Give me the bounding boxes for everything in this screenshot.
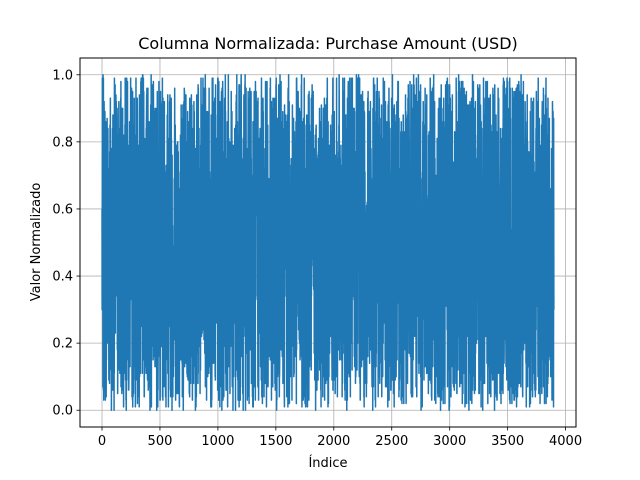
x-axis-label: Índice bbox=[308, 455, 347, 471]
series-line bbox=[101, 74, 555, 411]
x-axis: 0 500 1000 1500 2000 2500 3000 3500 4000 bbox=[98, 427, 582, 449]
y-tick-label: 0.6 bbox=[52, 202, 73, 217]
series-layer bbox=[101, 74, 555, 411]
x-tick-label: 2000 bbox=[317, 434, 350, 449]
plot-frame bbox=[79, 57, 577, 428]
x-tick-label: 3500 bbox=[491, 434, 524, 449]
y-axis-label: Valor Normalizado bbox=[29, 183, 44, 302]
y-axis: 0.0 0.2 0.4 0.6 0.8 1.0 bbox=[52, 68, 80, 419]
x-tick-label: 500 bbox=[148, 434, 173, 449]
x-tick-label: 0 bbox=[98, 434, 106, 449]
y-tick-label: 0.0 bbox=[52, 404, 73, 419]
x-tick-label: 2500 bbox=[375, 434, 408, 449]
x-tick-label: 4000 bbox=[549, 434, 582, 449]
y-tick-label: 0.8 bbox=[52, 135, 73, 150]
x-tick-label: 3000 bbox=[433, 434, 466, 449]
y-tick-label: 0.4 bbox=[52, 270, 73, 285]
y-tick-label: 1.0 bbox=[52, 68, 73, 83]
y-tick-label: 0.2 bbox=[52, 337, 73, 352]
x-tick-label: 1000 bbox=[201, 434, 234, 449]
x-tick-label: 1500 bbox=[259, 434, 292, 449]
chart-title: Columna Normalizada: Purchase Amount (US… bbox=[138, 34, 518, 53]
